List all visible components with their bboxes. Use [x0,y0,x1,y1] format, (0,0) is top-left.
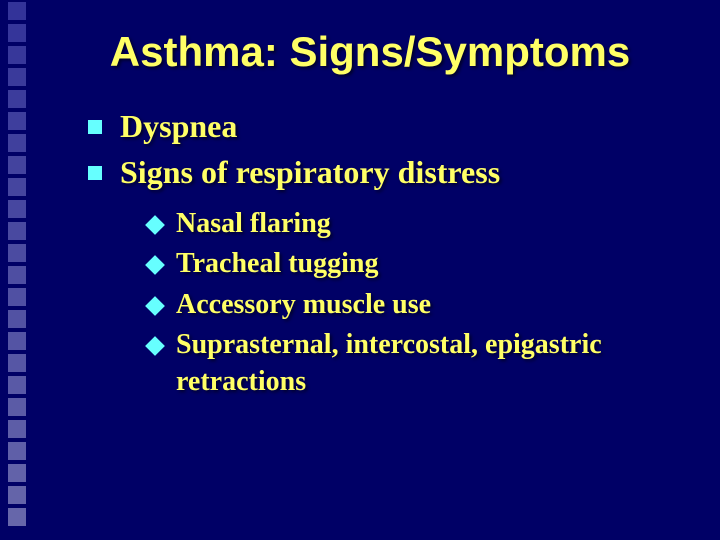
diamond-bullet-icon [145,255,165,275]
bullet-level1: Dyspnea [88,106,680,146]
slide-title: Asthma: Signs/Symptoms [60,28,680,76]
bullet-text: Accessory muscle use [176,287,431,323]
bullet-level2: Accessory muscle use [148,287,680,323]
sub-bullets: Nasal flaring Tracheal tugging Accessory… [60,206,680,400]
slide-body: Asthma: Signs/Symptoms Dyspnea Signs of … [0,0,720,540]
bullet-text: Tracheal tugging [176,246,378,282]
bullet-level2: Suprasternal, intercostal, epigastric re… [148,327,680,400]
bullet-level2: Nasal flaring [148,206,680,242]
bullet-text: Suprasternal, intercostal, epigastric re… [176,327,680,400]
bullet-level1: Signs of respiratory distress [88,152,680,192]
diamond-bullet-icon [145,296,165,316]
diamond-bullet-icon [145,215,165,235]
bullet-text: Dyspnea [120,106,237,146]
diamond-bullet-icon [145,336,165,356]
square-bullet-icon [88,166,102,180]
bullet-level2: Tracheal tugging [148,246,680,282]
square-bullet-icon [88,120,102,134]
bullet-text: Signs of respiratory distress [120,152,500,192]
bullet-text: Nasal flaring [176,206,331,242]
